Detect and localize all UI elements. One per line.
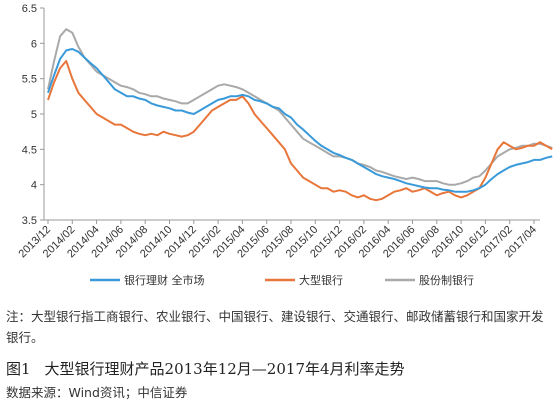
legend: 银行理财 全市场 大型银行 股份制银行: [90, 273, 474, 287]
series-line-2: [47, 28, 553, 186]
rate-line-chart: 3.5 4 4.5 5 5.5 6 6.5 2013/122014/022014/04201…: [17, 3, 553, 287]
y-tick-label: 5.5: [22, 74, 37, 86]
x-axis: 2013/122014/022014/042014/062014/082014/…: [17, 219, 540, 260]
series-line-0: [47, 48, 553, 193]
figure-title: 大型银行理财产品2013年12月—2017年4月利率走势: [44, 360, 405, 378]
y-tick-label: 6: [31, 38, 37, 50]
plot-lines: [47, 28, 553, 202]
y-tick-label: 6.5: [22, 3, 37, 15]
y-tick-label: 5: [31, 109, 37, 121]
y-tick-label: 4.5: [22, 144, 37, 156]
figure-caption: 图1 大型银行理财产品2013年12月—2017年4月利率走势: [6, 358, 405, 379]
legend-label-1: 大型银行: [299, 273, 343, 287]
y-axis: 3.5 4 4.5 5 5.5 6 6.5: [22, 3, 45, 227]
legend-label-0: 银行理财 全市场: [124, 273, 205, 287]
y-tick-label: 3.5: [22, 215, 37, 227]
data-source: 数据来源：Wind资讯；中信证券: [6, 385, 188, 400]
series-line-1: [47, 60, 553, 202]
legend-label-2: 股份制银行: [419, 273, 474, 287]
figure-number: 图1: [6, 360, 31, 378]
y-tick-label: 4: [31, 180, 37, 192]
chart-note: 注：大型银行指工商银行、农业银行、中国银行、建设银行、交通银行、邮政储蓄银行和国…: [6, 309, 544, 345]
